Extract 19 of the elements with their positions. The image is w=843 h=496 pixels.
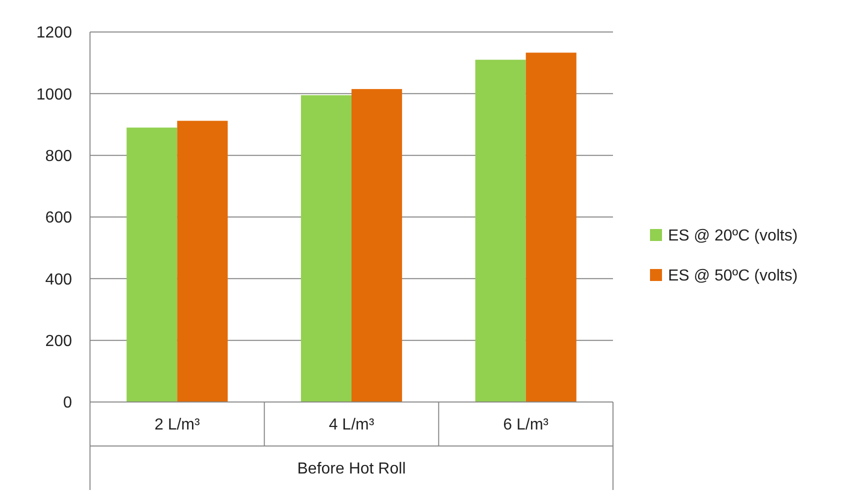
x-tick-label: 4 L/m³ — [328, 416, 375, 434]
y-tick-label: 0 — [63, 394, 72, 412]
y-tick-label: 600 — [45, 210, 72, 227]
x-tick-label: 2 L/m³ — [154, 416, 201, 434]
bar — [475, 60, 526, 402]
y-tick-label: 1200 — [36, 24, 72, 42]
bar — [300, 95, 352, 402]
bar — [352, 89, 402, 402]
y-tick-label: 400 — [45, 271, 72, 288]
bar — [177, 120, 228, 402]
legend-label: ES @ 50ºC (volts) — [668, 268, 798, 285]
legend-label: ES @ 20ºC (volts) — [668, 228, 798, 245]
x-axis-title: Before Hot Roll — [297, 460, 406, 478]
y-tick-label: 1000 — [36, 86, 72, 104]
x-tick-label: 6 L/m³ — [503, 416, 550, 434]
y-tick-label: 800 — [45, 148, 72, 165]
bar — [126, 128, 178, 402]
bar — [526, 52, 576, 402]
y-tick-label: 200 — [45, 332, 72, 350]
